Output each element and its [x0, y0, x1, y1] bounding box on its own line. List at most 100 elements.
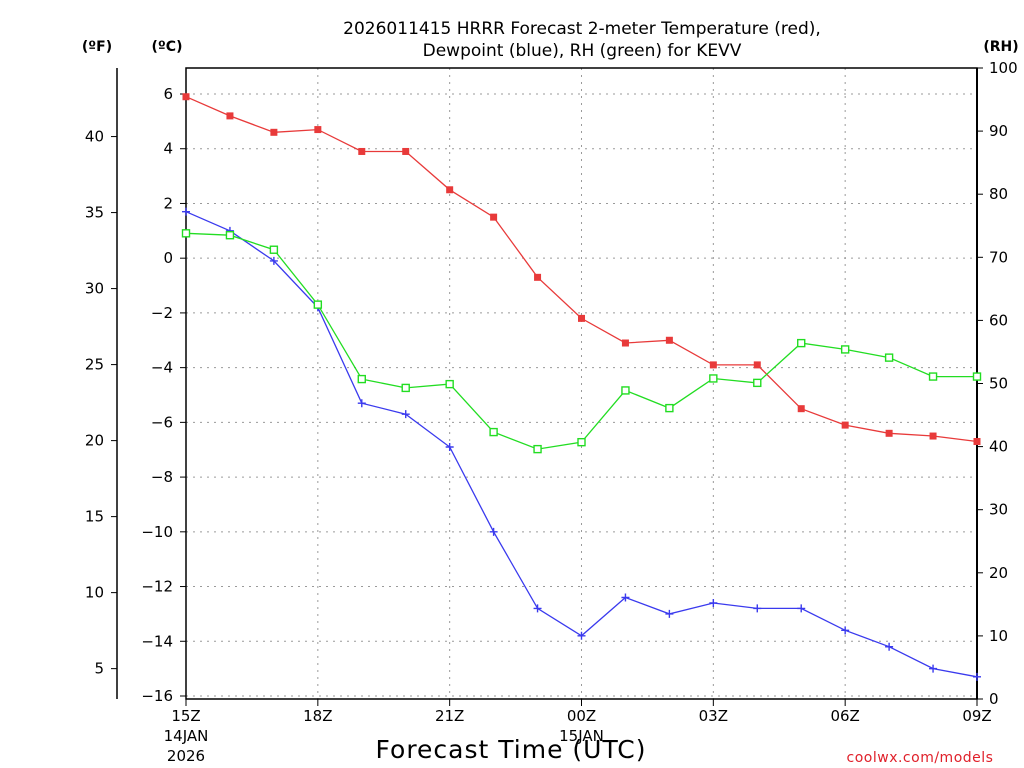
x-axis-title: Forecast Time (UTC) — [376, 735, 647, 764]
grid-lines — [186, 68, 977, 699]
celsius-tick-label: −8 — [151, 468, 173, 486]
x-tick-label: 18Z — [303, 707, 332, 725]
rh-tick-label: 100 — [989, 59, 1018, 77]
2-meter-temperature-point — [621, 339, 629, 347]
2-meter-temperature-point — [490, 213, 498, 221]
celsius-tick-label: −14 — [141, 632, 173, 650]
2-meter-temperature-point — [973, 438, 981, 446]
2-meter-temperature-point — [665, 336, 673, 344]
2-meter-temperature-point — [753, 361, 761, 369]
dewpoint-point — [621, 593, 630, 602]
rh-point — [840, 345, 850, 354]
x-tick-date-label: 15JAN — [559, 727, 604, 745]
fahrenheit-tick-label: 5 — [94, 660, 104, 678]
rh-point — [753, 378, 762, 388]
dewpoint-point — [445, 442, 454, 451]
2-meter-temperature-point — [402, 147, 410, 155]
2-meter-temperature-series — [182, 93, 981, 446]
rh-tick-label: 30 — [989, 501, 1008, 519]
dewpoint-point — [665, 609, 674, 618]
dewpoint-point — [797, 604, 806, 613]
celsius-tick-label: −10 — [141, 523, 173, 541]
rh-series — [181, 229, 982, 454]
fahrenheit-unit-label: (ºF) — [82, 39, 112, 55]
2-meter-temperature-point — [226, 112, 234, 120]
celsius-tick-label: 4 — [163, 140, 173, 158]
rh-point — [665, 403, 674, 413]
rh-point — [797, 338, 806, 348]
2-meter-temperature-point — [929, 432, 937, 440]
x-tick-date-label: 14JAN — [164, 727, 209, 745]
rh-point — [445, 379, 454, 389]
chart-subtitle: Dewpoint (blue), RH (green) for KEVV — [423, 41, 742, 61]
2-meter-temperature-point — [358, 147, 366, 155]
rh-point — [577, 437, 586, 447]
rh-point — [489, 427, 498, 437]
rh-point — [621, 386, 630, 395]
dewpoint-point — [401, 410, 410, 419]
2-meter-temperature-point — [182, 93, 190, 101]
x-tick-label: 06Z — [830, 707, 859, 725]
rh-point — [401, 383, 410, 393]
credit-text: coolwx.com/models — [847, 750, 994, 766]
dewpoint-point — [973, 672, 981, 681]
dewpoint-point — [269, 256, 278, 265]
rh-point — [225, 231, 235, 240]
2-meter-temperature-point — [578, 314, 585, 322]
celsius-tick-label: 6 — [163, 85, 173, 103]
celsius-tick-label: −16 — [141, 687, 173, 705]
celsius-tick-label: −2 — [151, 304, 173, 322]
2-meter-temperature-point — [709, 361, 717, 369]
x-tick-label: 00Z — [567, 707, 596, 725]
celsius-unit-label: (ºC) — [152, 39, 183, 55]
dewpoint-point — [357, 399, 366, 408]
x-tick-label: 15Z — [171, 707, 200, 725]
dewpoint-point — [577, 631, 586, 640]
data-series — [181, 93, 982, 681]
2-meter-temperature-point — [446, 186, 454, 194]
x-tick-label: 03Z — [699, 707, 728, 725]
rh-tick-label: 90 — [989, 122, 1008, 140]
x-tick-label: 09Z — [962, 707, 991, 725]
dewpoint-point — [841, 626, 850, 635]
x-tick-year-label: 2026 — [167, 747, 205, 765]
rh-tick-label: 20 — [989, 564, 1008, 582]
rh-tick-label: 60 — [989, 311, 1008, 329]
x-tick-label: 21Z — [435, 707, 464, 725]
2-meter-temperature-point — [841, 421, 849, 429]
fahrenheit-tick-label: 20 — [85, 432, 104, 450]
rh-tick-label: 0 — [989, 690, 999, 708]
rh-point — [972, 372, 982, 381]
celsius-tick-label: −12 — [141, 578, 173, 596]
dewpoint-point — [885, 642, 894, 651]
celsius-tick-label: −6 — [151, 413, 173, 431]
fahrenheit-tick-label: 25 — [85, 356, 104, 374]
fahrenheit-tick-label: 10 — [85, 584, 104, 602]
dewpoint-point — [182, 207, 190, 216]
fahrenheit-tick-label: 30 — [85, 280, 104, 298]
fahrenheit-tick-label: 15 — [85, 508, 104, 526]
rh-point — [928, 372, 938, 381]
2-meter-temperature-point — [885, 429, 893, 437]
rh-point — [884, 353, 894, 362]
dewpoint-point — [929, 664, 938, 673]
2-meter-temperature-point — [270, 128, 278, 136]
rh-point — [357, 374, 366, 384]
celsius-tick-label: 2 — [163, 194, 173, 212]
chart-title: 2026011415 HRRR Forecast 2-meter Tempera… — [343, 19, 821, 39]
dewpoint-point — [489, 527, 498, 536]
2-meter-temperature-point — [797, 405, 805, 413]
rh-tick-label: 50 — [989, 375, 1008, 393]
axes: 6420−2−4−6−8−10−12−14−164035302520151051… — [85, 59, 1018, 765]
rh-point — [709, 374, 718, 383]
celsius-tick-label: −4 — [151, 359, 173, 377]
rh-tick-label: 40 — [989, 438, 1008, 456]
fahrenheit-tick-label: 35 — [85, 204, 104, 222]
dewpoint-point — [709, 598, 718, 607]
fahrenheit-tick-label: 40 — [85, 128, 104, 146]
rh-point — [313, 300, 323, 309]
rh-point — [269, 245, 279, 254]
rh-tick-label: 10 — [989, 627, 1008, 645]
